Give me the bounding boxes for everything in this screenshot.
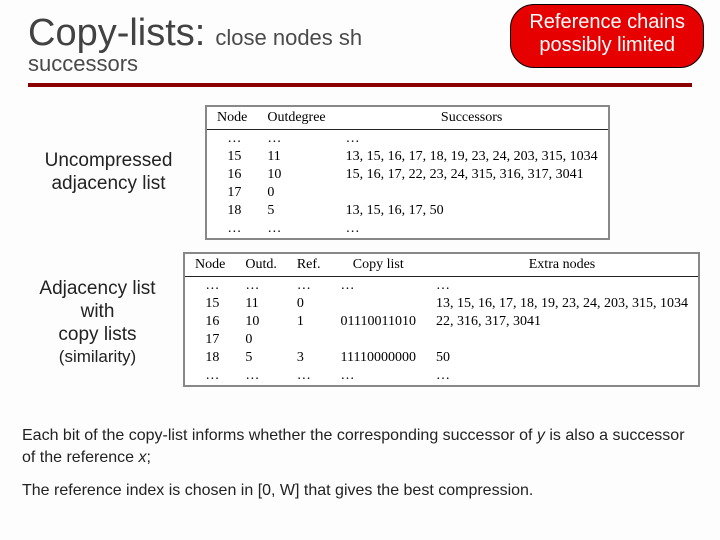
section-copylists: Adjacency list with copy lists (similari… xyxy=(20,252,700,387)
table-row: 15110 13, 15, 16, 17, 18, 19, 23, 24, 203… xyxy=(184,295,699,313)
table-row: 170 xyxy=(184,331,699,349)
slide-header: Copy-lists: close nodes sh successors Re… xyxy=(0,0,720,87)
table-row: 170 xyxy=(206,184,609,202)
table2-col-1: Outd. xyxy=(235,253,287,277)
table2-cell: 3 xyxy=(287,349,331,367)
table-row: 161015, 16, 17, 22, 23, 24, 315, 316, 31… xyxy=(206,166,609,184)
table2-cell: … xyxy=(235,277,287,296)
table1-cell: … xyxy=(336,220,609,239)
table2-cell: 10 xyxy=(235,313,287,331)
table2-cell: 0 xyxy=(235,331,287,349)
table1-cell: 13, 15, 16, 17, 50 xyxy=(336,202,609,220)
table2-header-row: NodeOutd.Ref.Copy listExtra nodes xyxy=(184,253,699,277)
table2-cell: … xyxy=(287,277,331,296)
label-copylists-1: Adjacency list with xyxy=(20,278,175,324)
footer-p1y: y xyxy=(537,427,545,444)
table2-cell xyxy=(331,295,426,313)
table2-cell: … xyxy=(235,367,287,386)
table2-col-2: Ref. xyxy=(287,253,331,277)
table1-cell: 16 xyxy=(206,166,257,184)
table2-cell: … xyxy=(426,277,699,296)
table-row: ……… xyxy=(206,220,609,239)
table2-cell: 50 xyxy=(426,349,699,367)
title-sub: close nodes sh xyxy=(215,25,362,50)
table1-cell: … xyxy=(206,130,257,149)
table1-col-0: Node xyxy=(206,106,257,130)
table2-wrap: NodeOutd.Ref.Copy listExtra nodes ……………1… xyxy=(183,252,700,387)
table-row: 161010111001101022, 316, 317, 3041 xyxy=(184,313,699,331)
table1-cell: 5 xyxy=(257,202,335,220)
table2-cell: … xyxy=(184,277,235,296)
table1-cell: … xyxy=(257,220,335,239)
table-row: …………… xyxy=(184,367,699,386)
table1-cell: 18 xyxy=(206,202,257,220)
section-uncompressed: Uncompressed adjacency list NodeOutdegre… xyxy=(20,105,700,240)
label-copylists-3: (similarity) xyxy=(20,347,175,367)
table2-cell: … xyxy=(331,277,426,296)
table-row: 18531111000000050 xyxy=(184,349,699,367)
label-copylists: Adjacency list with copy lists (similari… xyxy=(20,278,183,367)
label-copylists-2: copy lists xyxy=(20,324,175,347)
table1-cell: 15, 16, 17, 22, 23, 24, 315, 316, 317, 3… xyxy=(336,166,609,184)
table2-cell xyxy=(331,331,426,349)
footer-p1a: Each bit of the copy-list informs whethe… xyxy=(22,427,537,444)
table2-cell: 5 xyxy=(235,349,287,367)
table2-cell: 16 xyxy=(184,313,235,331)
table2-cell: 13, 15, 16, 17, 18, 19, 23, 24, 203, 315… xyxy=(426,295,699,313)
content-area: Uncompressed adjacency list NodeOutdegre… xyxy=(0,87,720,387)
footer-text: Each bit of the copy-list informs whethe… xyxy=(22,425,698,514)
footer-p1: Each bit of the copy-list informs whethe… xyxy=(22,425,698,468)
table2-col-4: Extra nodes xyxy=(426,253,699,277)
table2-cell: 18 xyxy=(184,349,235,367)
table2-col-3: Copy list xyxy=(331,253,426,277)
callout-badge: Reference chains possibly limited xyxy=(510,4,704,68)
table-uncompressed: NodeOutdegreeSuccessors ………151113, 15, 1… xyxy=(205,105,610,240)
table2-cell: … xyxy=(426,367,699,386)
table2-cell: 0 xyxy=(287,295,331,313)
table-row: ……… xyxy=(206,130,609,149)
table2-cell: … xyxy=(331,367,426,386)
table1-cell: 15 xyxy=(206,148,257,166)
table2-cell: … xyxy=(184,367,235,386)
footer-p2: The reference index is chosen in [0, W] … xyxy=(22,480,698,502)
table1-wrap: NodeOutdegreeSuccessors ………151113, 15, 1… xyxy=(205,105,700,240)
table1-cell: 11 xyxy=(257,148,335,166)
table2-cell: 15 xyxy=(184,295,235,313)
table-copylists: NodeOutd.Ref.Copy listExtra nodes ……………1… xyxy=(183,252,700,387)
table2-cell: 11110000000 xyxy=(331,349,426,367)
label-uncompressed-1: Uncompressed xyxy=(20,150,197,173)
table1-cell: 13, 15, 16, 17, 18, 19, 23, 24, 203, 315… xyxy=(336,148,609,166)
table2-cell: 22, 316, 317, 3041 xyxy=(426,313,699,331)
footer-p1c: ; xyxy=(147,449,151,466)
label-uncompressed: Uncompressed adjacency list xyxy=(20,150,205,196)
table2-cell: … xyxy=(287,367,331,386)
table1-cell: … xyxy=(257,130,335,149)
table1-cell: 0 xyxy=(257,184,335,202)
table-row: …………… xyxy=(184,277,699,296)
table1-col-2: Successors xyxy=(336,106,609,130)
table2-cell xyxy=(287,331,331,349)
table1-cell: … xyxy=(206,220,257,239)
footer-p1x: x xyxy=(139,449,147,466)
table1-cell: 17 xyxy=(206,184,257,202)
title-main: Copy-lists: xyxy=(28,12,205,54)
badge-line2: possibly limited xyxy=(529,34,685,57)
label-uncompressed-2: adjacency list xyxy=(20,173,197,196)
table2-cell: 11 xyxy=(235,295,287,313)
table-row: 151113, 15, 16, 17, 18, 19, 23, 24, 203,… xyxy=(206,148,609,166)
table1-header-row: NodeOutdegreeSuccessors xyxy=(206,106,609,130)
table2-cell: 01110011010 xyxy=(331,313,426,331)
table2-cell: 17 xyxy=(184,331,235,349)
table1-cell xyxy=(336,184,609,202)
table-row: 18513, 15, 16, 17, 50 xyxy=(206,202,609,220)
table2-cell xyxy=(426,331,699,349)
table2-cell: 1 xyxy=(287,313,331,331)
badge-line1: Reference chains xyxy=(529,11,685,34)
table2-col-0: Node xyxy=(184,253,235,277)
table1-col-1: Outdegree xyxy=(257,106,335,130)
table1-cell: 10 xyxy=(257,166,335,184)
table1-cell: … xyxy=(336,130,609,149)
